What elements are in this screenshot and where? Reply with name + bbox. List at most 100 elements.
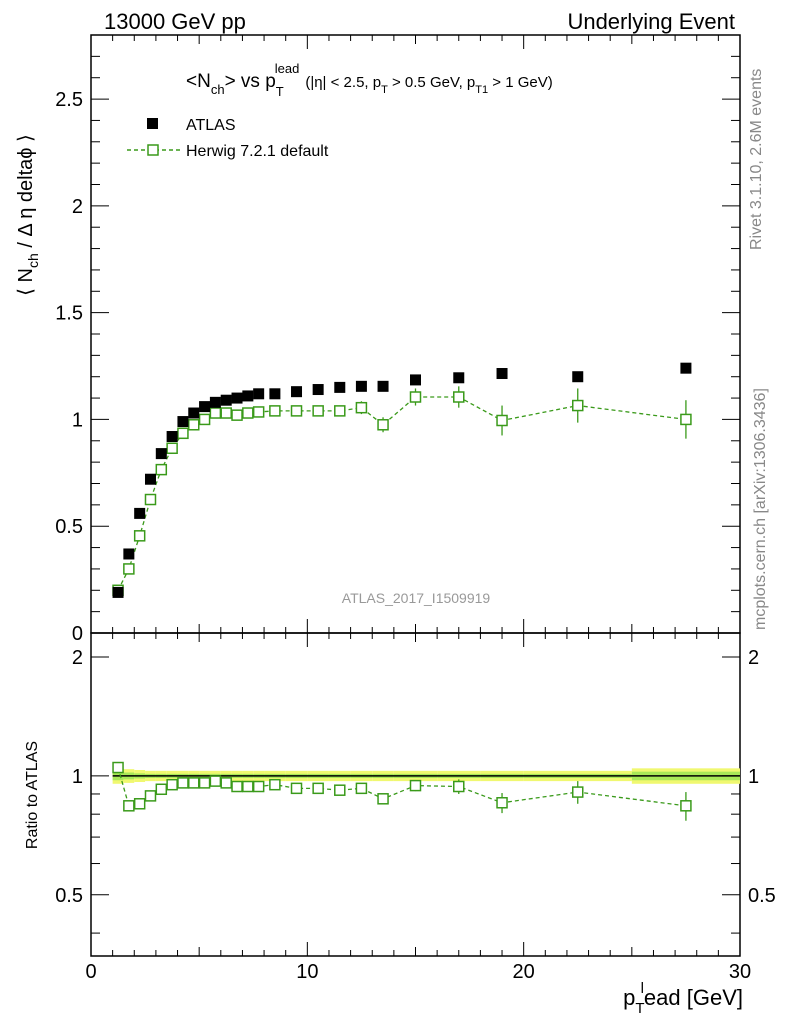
atlas-point [134,507,146,519]
main-y-tick-label: 0.5 [55,516,83,538]
herwig-point [231,409,243,421]
legend: ATLAS Herwig 7.2.1 default [127,117,329,160]
main-axis-ticks: 0 0.5 1 1.5 2 2.5 [55,34,741,645]
ratio-point [409,779,422,792]
x-axis-label: pTlead [GeV] [623,980,743,1017]
atlas-point [453,372,465,384]
ratio-point [177,777,189,789]
herwig-point [269,405,281,417]
main-y-tick-label: 2 [72,196,83,218]
atlas-point [166,431,178,443]
herwig-point [334,405,346,417]
herwig-point [123,563,135,575]
herwig-point [242,407,254,419]
x-tick-label: 10 [296,961,318,983]
ratio-point [269,778,281,791]
herwig-point [312,405,324,417]
atlas-point [410,374,421,386]
ratio-point [231,780,243,793]
x-tick-label: 20 [513,961,535,983]
herwig-point [177,427,189,440]
herwig-point [409,391,422,403]
atlas-point [199,401,211,413]
atlas-point [680,362,692,374]
ratio-y-tick-label-right: 1 [748,766,759,788]
herwig-point [133,530,146,542]
atlas-point [334,381,346,393]
atlas-point [355,380,367,392]
herwig-point [220,407,232,419]
ratio-point [242,780,254,793]
herwig-point [144,493,157,506]
ratio-point [453,780,465,793]
herwig-point [453,391,465,403]
atlas-point [242,390,254,402]
ratio-y-axis-label: Ratio to ATLAS [24,741,41,849]
ratio-point [252,780,265,793]
herwig-point [198,413,211,426]
ratio-point [290,782,303,795]
atlas-point [112,586,124,598]
ratio-point [123,800,135,812]
ratio-axis-ticks: 0 10 20 30 0.5 0.5 1 1 2 2 [55,633,776,983]
ratio-y-tick-label: 0.5 [55,885,83,907]
legend-label-herwig: Herwig 7.2.1 default [186,143,329,160]
atlas-point [572,371,584,383]
atlas-point [188,407,200,419]
atlas-point [496,368,508,380]
ratio-point [112,761,124,774]
herwig-point [355,401,368,414]
analysis-id-label: ATLAS_2017_I1509919 [342,590,491,606]
rivet-version-label: Rivet 3.1.10, 2.6M events [748,69,765,250]
ratio-point [496,797,508,809]
main-y-tick-label: 1 [72,409,83,431]
herwig-point [252,406,265,418]
legend-marker-atlas [147,118,158,129]
main-y-tick-label: 2.5 [55,89,83,111]
main-plot-marks [112,362,692,598]
herwig-point [680,413,692,426]
atlas-point [231,392,243,404]
ratio-point [312,782,324,795]
herwig-series-line [117,396,686,591]
ratio-point [155,783,168,796]
atlas-point [155,448,167,460]
atlas-point [220,394,232,406]
ratio-point [334,784,346,796]
main-y-axis-label: ⟨ Nch / Δ η deltaϕ ⟩ [15,134,41,296]
ratio-point [133,798,146,810]
ratio-point [209,775,222,787]
ratio-y-tick-label-right: 0.5 [748,885,776,907]
main-y-tick-label: 0 [72,623,83,645]
herwig-point [290,405,303,417]
main-y-tick-label: 1.5 [55,303,83,325]
ratio-plot-marks [112,761,692,821]
ratio-point [355,782,368,795]
herwig-point [188,419,200,431]
x-tick-label: 0 [85,961,96,983]
ratio-point [144,790,157,802]
atlas-point [123,548,135,560]
atlas-point [291,386,303,398]
plot-title: <Nch> vs pTlead(|η| < 2.5, pT > 0.5 GeV,… [186,61,553,99]
ratio-y-tick-label: 2 [72,647,83,669]
herwig-point [166,442,178,455]
ratio-point [198,777,211,789]
ratio-y-tick-label: 1 [72,766,83,788]
atlas-point [209,396,221,408]
header-collision-label: 13000 GeV pp [104,9,246,34]
mcplots-label: mcplots.cern.ch [arXiv:1306.3436] [752,388,769,630]
ratio-point [572,786,584,798]
herwig-point [209,407,222,419]
herwig-point [155,463,168,476]
atlas-point [144,473,156,485]
legend-marker-herwig [147,144,159,156]
atlas-point [253,388,265,400]
ratio-point [680,800,692,812]
legend-label-atlas: ATLAS [186,117,236,134]
ratio-point [377,793,389,805]
ratio-plot-frame [90,632,741,957]
atlas-point [377,380,389,392]
ratio-y-tick-label-right: 2 [748,647,759,669]
